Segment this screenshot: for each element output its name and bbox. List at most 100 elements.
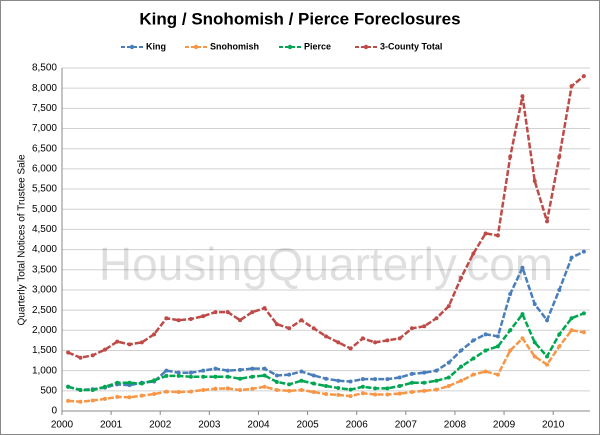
point — [336, 385, 341, 390]
point — [446, 383, 451, 388]
point — [532, 178, 537, 183]
point — [127, 380, 132, 385]
point — [213, 366, 218, 371]
point — [188, 374, 193, 379]
point — [397, 383, 402, 388]
point — [385, 386, 390, 391]
x-tick-label: 2000 — [51, 420, 74, 431]
point — [471, 356, 476, 361]
point — [581, 330, 586, 335]
point — [164, 368, 169, 373]
x-tick-label: 2001 — [100, 420, 123, 431]
point — [213, 386, 218, 391]
point — [225, 386, 230, 391]
point — [422, 370, 427, 375]
point — [336, 340, 341, 345]
point — [569, 255, 574, 260]
point — [373, 386, 378, 391]
legend-marker — [193, 44, 199, 50]
point — [250, 366, 255, 371]
watermark: HousingQuarterly.com — [99, 238, 553, 290]
point — [385, 338, 390, 343]
point — [532, 302, 537, 307]
point — [262, 306, 267, 311]
point — [373, 392, 378, 397]
point — [373, 377, 378, 382]
point — [409, 390, 414, 395]
point — [324, 383, 328, 388]
point — [520, 312, 525, 317]
point — [274, 388, 279, 393]
point — [299, 388, 304, 393]
point — [581, 74, 586, 79]
point — [360, 391, 365, 396]
point — [520, 336, 525, 341]
point — [422, 324, 427, 329]
point — [127, 342, 132, 347]
legend-label: Pierce — [304, 41, 331, 51]
y-tick-label: 2,000 — [32, 325, 57, 336]
point — [581, 249, 586, 254]
x-tick-label: 2010 — [542, 420, 565, 431]
chart-title: King / Snohomish / Pierce Foreclosures — [139, 9, 460, 28]
point — [385, 377, 390, 382]
point — [201, 314, 206, 319]
point — [397, 336, 402, 341]
y-tick-label: 5,500 — [32, 184, 57, 195]
point — [102, 347, 107, 352]
point — [324, 376, 328, 381]
point — [569, 328, 574, 333]
point — [495, 372, 500, 377]
y-tick-label: 7,500 — [32, 103, 57, 114]
y-tick-label: 500 — [40, 385, 57, 396]
point — [188, 316, 193, 321]
point — [90, 388, 95, 393]
point — [471, 372, 476, 377]
y-tick-label: 2,500 — [32, 305, 57, 316]
point — [262, 366, 267, 371]
y-axis-label: Quarterly Total Notices of Trustee Sale — [17, 154, 28, 325]
point — [360, 377, 365, 382]
point — [373, 340, 378, 345]
point — [311, 326, 316, 331]
point — [115, 380, 120, 385]
point — [520, 265, 525, 270]
point — [348, 346, 353, 351]
point — [188, 370, 193, 375]
y-tick-label: 4,500 — [32, 224, 57, 235]
point — [459, 348, 464, 353]
point — [532, 340, 537, 345]
point — [274, 379, 279, 384]
point — [409, 380, 414, 385]
point — [238, 318, 243, 323]
point — [274, 373, 279, 378]
point — [152, 332, 157, 337]
point — [348, 387, 353, 392]
point — [66, 350, 71, 355]
point — [176, 318, 181, 323]
point — [434, 316, 439, 321]
point — [446, 360, 451, 365]
point — [311, 390, 316, 395]
point — [115, 339, 120, 344]
point — [115, 394, 120, 399]
point — [471, 338, 476, 343]
point — [238, 376, 243, 381]
point — [520, 94, 525, 99]
point — [446, 304, 451, 309]
point — [152, 378, 157, 383]
point — [164, 316, 169, 321]
point — [508, 348, 513, 353]
y-tick-label: 7,000 — [32, 123, 57, 134]
point — [434, 368, 439, 373]
point — [397, 375, 402, 380]
point — [348, 379, 353, 384]
point — [385, 392, 390, 397]
point — [324, 334, 328, 339]
point — [102, 396, 107, 401]
point — [78, 355, 83, 360]
point — [139, 340, 144, 345]
point — [557, 287, 562, 292]
point — [164, 389, 169, 394]
point — [78, 399, 83, 404]
